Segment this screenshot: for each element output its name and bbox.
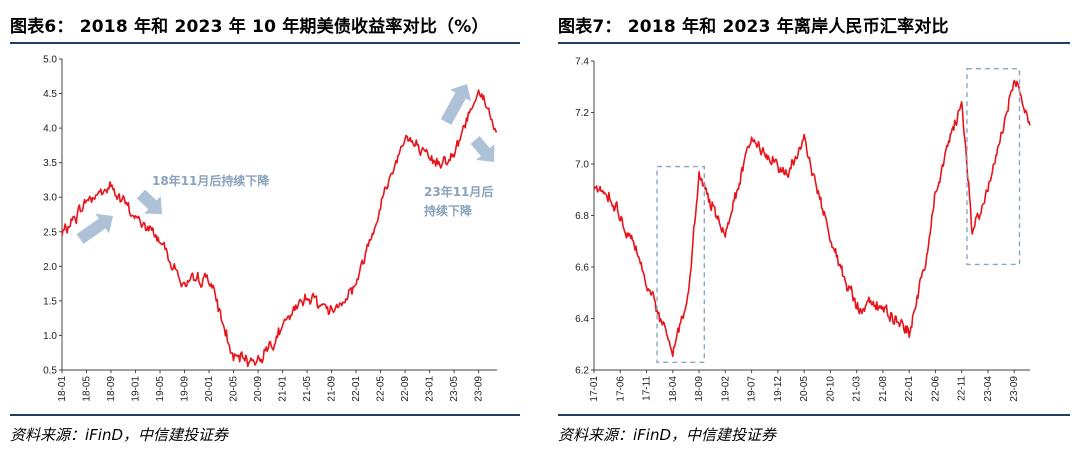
yield-y-tick-label: 1.5 <box>43 296 57 307</box>
cnh-y-tick-label: 7.2 <box>575 108 589 119</box>
yield-x-tick-label: 23-09 <box>474 376 485 402</box>
left-figure-title: 图表6： 2018 年和 2023 年 10 年期美债收益率对比（%） <box>10 17 489 37</box>
highlight-box-2018 <box>656 165 706 363</box>
cnh-x-tick-label: 19-12 <box>773 376 784 402</box>
right-figure-panel: 图表7： 2018 年和 2023 年离岸人民币汇率对比 6.2 6.4 6.6 6.… <box>548 0 1080 454</box>
yield-x-tick-label: 19-01 <box>131 376 142 402</box>
cnh-x-tick-label: 17-11 <box>642 376 653 401</box>
cnh-x-tick-label: 21-08 <box>878 376 889 402</box>
yield-y-tick-label: 2.5 <box>43 227 57 238</box>
annotation-2023-line2: 持续下降 <box>424 203 473 218</box>
yield-x-tick-label: 23-05 <box>449 376 460 402</box>
us-10y-yield-chart: 0.5 1.0 1.5 2.0 2.5 3.0 3.5 4.0 4.5 5.0 18-01 18-05… <box>43 55 498 402</box>
rise-arrow-icon <box>440 83 472 125</box>
fall-arrow-icon <box>470 136 495 163</box>
yield-x-tick-label: 19-05 <box>155 376 166 402</box>
yield-y-tick-label: 0.5 <box>43 366 57 377</box>
cnh-x-tick-label: 22-11 <box>957 376 968 401</box>
cnh-y-tick-label: 6.4 <box>575 314 589 325</box>
yield-x-tick-label: 20-09 <box>253 376 264 402</box>
right-figure-title: 图表7： 2018 年和 2023 年离岸人民币汇率对比 <box>558 17 949 37</box>
yield-x-tick-label: 18-09 <box>106 376 117 402</box>
cnh-x-tick-label: 19-07 <box>747 376 758 402</box>
cnh-x-tick-label: 21-03 <box>852 376 863 402</box>
yield-x-tick-label: 21-01 <box>278 376 289 402</box>
right-source-rule <box>558 414 1070 416</box>
annotation-2023-line1: 23年11月后 <box>424 184 493 199</box>
left-source-note: 资料来源：iFinD，中信建投证券 <box>10 426 229 444</box>
cnh-exchange-rate-chart: 6.2 6.4 6.6 6.8 7.0 7.2 7.4 17-01 17-06 17-11 18-0… <box>575 57 1031 402</box>
cnh-x-tick-label: 17-01 <box>589 376 600 402</box>
cnh-series-line <box>593 79 1031 358</box>
right-title-rule <box>558 42 1070 44</box>
cnh-y-tick-label: 7.4 <box>575 57 589 68</box>
yield-x-tick-label: 22-05 <box>376 376 387 402</box>
cnh-x-tick-label: 23-04 <box>983 376 994 402</box>
yield-x-tick-label: 20-01 <box>204 376 215 402</box>
yield-x-tick-label: 21-05 <box>302 376 313 402</box>
right-source-note: 资料来源：iFinD，中信建投证券 <box>558 426 777 444</box>
left-source-rule <box>10 414 520 416</box>
yield-y-tick-label: 4.5 <box>43 89 57 100</box>
cnh-x-tick-label: 19-02 <box>720 376 731 402</box>
cnh-y-tick-label: 6.8 <box>575 211 589 222</box>
cnh-x-tick-label: 20-10 <box>825 376 836 402</box>
cnh-x-tick-label: 17-06 <box>615 376 626 402</box>
yield-x-tick-label: 18-05 <box>82 376 93 402</box>
cnh-x-tick-label: 23-09 <box>1009 376 1020 402</box>
yield-x-tick-label: 20-05 <box>229 376 240 402</box>
fall-arrow-icon <box>136 189 163 214</box>
yield-y-tick-label: 4.0 <box>43 124 57 135</box>
yield-x-tick-label: 21-09 <box>327 376 338 402</box>
left-title-rule <box>10 42 520 44</box>
yield-y-tick-label: 3.0 <box>43 193 57 204</box>
yield-x-tick-label: 18-01 <box>57 376 68 402</box>
highlight-box-2023 <box>966 68 1021 266</box>
cnh-x-tick-label: 18-04 <box>668 376 679 402</box>
cnh-x-tick-label: 22-01 <box>904 376 915 402</box>
annotation-2018: 18年11月后持续下降 <box>152 173 270 188</box>
cnh-x-tick-label: 18-09 <box>694 376 705 402</box>
cnh-y-tick-label: 7.0 <box>575 160 589 171</box>
yield-y-tick-label: 5.0 <box>43 55 57 66</box>
yield-series-line <box>61 89 498 368</box>
yield-x-tick-label: 22-09 <box>400 376 411 402</box>
cnh-x-tick-label: 20-05 <box>799 376 810 402</box>
yield-x-tick-label: 22-01 <box>351 376 362 402</box>
rise-arrow-icon <box>76 213 114 244</box>
cnh-y-tick-label: 6.6 <box>575 263 589 274</box>
yield-x-tick-label: 19-09 <box>180 376 191 402</box>
yield-y-tick-label: 1.0 <box>43 331 57 342</box>
yield-x-tick-label: 23-01 <box>425 376 436 402</box>
yield-y-tick-label: 3.5 <box>43 158 57 169</box>
cnh-y-tick-label: 6.2 <box>575 366 589 377</box>
yield-y-tick-label: 2.0 <box>43 262 57 273</box>
cnh-x-tick-label: 22-06 <box>930 376 941 402</box>
left-figure-panel: 图表6： 2018 年和 2023 年 10 年期美债收益率对比（%） 0.5 1… <box>0 0 530 454</box>
